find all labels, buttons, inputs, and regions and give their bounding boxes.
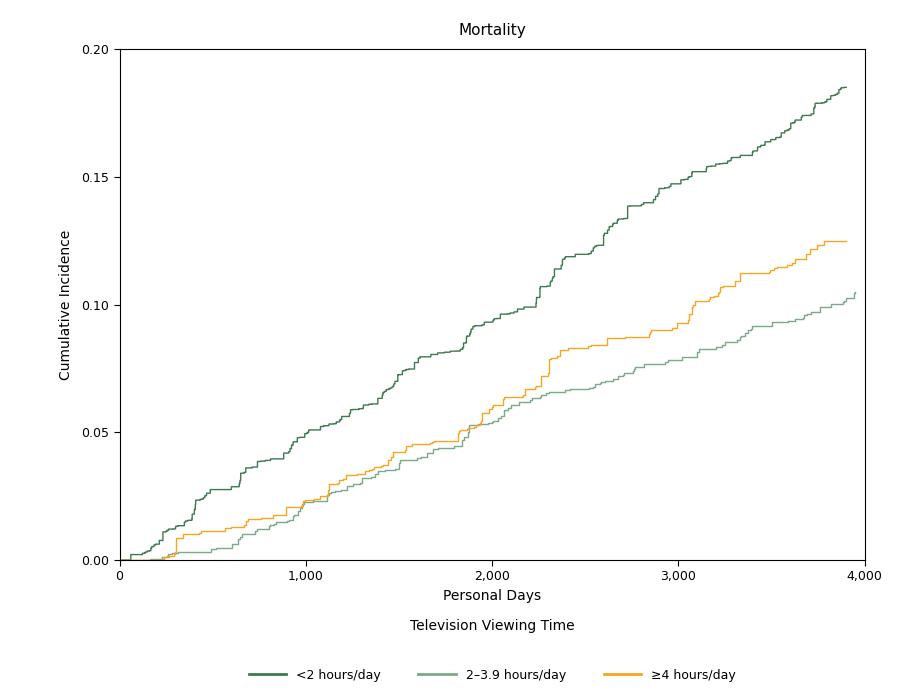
Y-axis label: Cumulative Incidence: Cumulative Incidence — [59, 230, 73, 379]
Legend: <2 hours/day, 2–3.9 hours/day, ≥4 hours/day: <2 hours/day, 2–3.9 hours/day, ≥4 hours/… — [244, 664, 740, 687]
Title: Mortality: Mortality — [458, 23, 526, 38]
Text: Television Viewing Time: Television Viewing Time — [410, 620, 573, 634]
X-axis label: Personal Days: Personal Days — [443, 589, 540, 603]
